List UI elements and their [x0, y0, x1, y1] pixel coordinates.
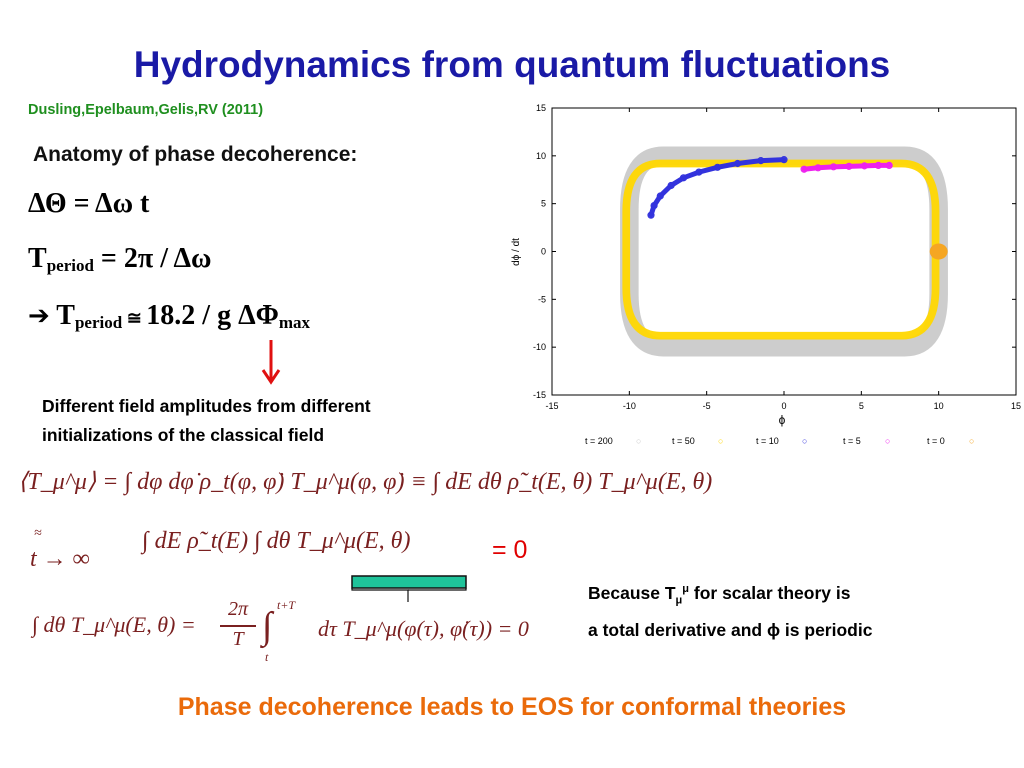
phase-space-chart: -15 -10 -5 0 5 10 15 -15 -10 -5 0 5 10 15 ϕ dϕ / dt	[511, 103, 1021, 427]
chart-marks	[620, 146, 948, 357]
y-tick-label: -15	[533, 390, 546, 400]
series-t10-point	[650, 201, 658, 210]
because-text-b: for scalar theory is	[689, 582, 851, 603]
legend-label-t50: t = 50	[672, 436, 695, 446]
series-t5-point	[860, 162, 869, 170]
fraction-numerator: 2π	[227, 598, 249, 620]
legend-marker-t0-icon: ○	[969, 436, 975, 446]
y-tick-label: -5	[538, 294, 546, 304]
series-t5-point	[800, 165, 808, 173]
x-axis-label: ϕ	[779, 413, 786, 427]
citation: Dusling,Epelbaum,Gelis,RV (2011)	[28, 102, 264, 118]
eq3-sub: period	[74, 313, 123, 332]
field-amplitudes-note: Different field amplitudes from differen…	[42, 392, 502, 450]
formula-energy-average: ∫ dE ρ̃_t(E) ∫ dθ T_μ^μ(E, θ)	[142, 528, 411, 554]
integral-upper-limit: t+T	[277, 598, 296, 612]
fraction-denominator: T	[232, 628, 244, 650]
down-arrow-icon	[261, 340, 281, 385]
eq3-approx: ≅	[122, 308, 147, 328]
equals-zero-label: = 0	[492, 536, 528, 564]
equation-period: Tperiod = 2π / Δω	[28, 243, 211, 276]
series-t50-loop	[622, 159, 940, 340]
x-tick-label: 15	[1011, 401, 1021, 411]
series-t10-point	[656, 192, 664, 200]
formula-period-integral-right: dτ T_μ^μ(φ(τ), φ̇(τ)) = 0	[318, 616, 529, 641]
y-tick-label: 0	[541, 247, 546, 257]
eq2-lhs: T	[28, 243, 47, 274]
series-t10-point	[757, 157, 765, 165]
eq3-lhs: T	[49, 300, 75, 331]
chart-axes: -15 -10 -5 0 5 10 15 -15 -10 -5 0 5 10 15	[533, 103, 1021, 411]
eq3-rhs: 18.2 / g ΔΦ	[146, 300, 279, 331]
series-t10-point	[647, 211, 655, 219]
legend-marker-t200-icon: ○	[636, 436, 642, 446]
series-t5-point	[814, 164, 822, 172]
formula-period-integral-left: ∫ dθ T_μ^μ(E, θ) =	[32, 612, 196, 637]
eq3-rhs-sub: max	[278, 313, 311, 332]
legend-marker-t5-icon: ○	[885, 436, 891, 446]
implies-arrow-icon: ➔	[28, 301, 50, 331]
y-axis-label: dϕ / dt	[511, 238, 522, 266]
series-t10-point	[734, 159, 742, 168]
legend-marker-t10-icon: ○	[802, 436, 808, 446]
because-sub: μ	[675, 594, 683, 607]
underbrace-bracket-icon	[351, 575, 467, 602]
legend-label-t200: t = 200	[585, 436, 613, 446]
y-tick-label: -10	[533, 342, 546, 352]
series-t0-blob	[929, 243, 948, 260]
anatomy-heading: Anatomy of phase decoherence:	[33, 143, 358, 166]
legend-marker-t50-icon: ○	[718, 436, 724, 446]
eq2-sub: period	[46, 256, 94, 275]
equation-phase-shift: ΔΘ = Δω t	[28, 188, 150, 219]
series-t10-point	[679, 174, 688, 182]
series-t5-point	[845, 162, 853, 170]
conclusion-footer: Phase decoherence leads to EOS for confo…	[177, 693, 847, 721]
eq2-rhs: = 2π / Δω	[93, 243, 212, 274]
series-t5-point	[874, 161, 882, 170]
y-tick-label: 10	[536, 151, 546, 161]
equation-period-estimate: ➔ Tperiod ≅ 18.2 / g ΔΦmax	[28, 300, 310, 333]
integral-sign-icon: ∫	[262, 605, 273, 647]
series-t10-arc	[648, 157, 787, 218]
x-tick-label: -15	[545, 401, 558, 411]
note-line-1: Different field amplitudes from differen…	[42, 396, 371, 416]
series-t10-point	[695, 168, 703, 176]
y-tick-label: 5	[541, 199, 546, 209]
chart-legend: t = 200 ○ t = 50 ○ t = 10 ○ t = 5 ○ t = …	[585, 436, 1005, 450]
series-t5-arc	[801, 162, 892, 172]
x-tick-label: -10	[623, 401, 636, 411]
series-t5-point	[885, 161, 893, 170]
note-line-2: initializations of the classical field	[42, 425, 325, 445]
x-tick-label: 5	[859, 401, 864, 411]
slide-title: Hydrodynamics from quantum fluctuations	[133, 44, 891, 85]
series-t5-point	[829, 163, 838, 171]
series-t10-point	[667, 181, 675, 190]
fraction-bar	[220, 625, 256, 627]
x-tick-label: -5	[703, 401, 711, 411]
formula-trace-average: ⟨T_μ^μ⟩ = ∫ dφ dφ̇ ρ_t(φ, φ̇) T_μ^μ(φ, φ…	[18, 469, 713, 495]
series-t10-point	[713, 163, 722, 171]
y-tick-label: 15	[536, 103, 546, 113]
legend-label-t10: t = 10	[756, 436, 779, 446]
because-note: Because Tμμ for scalar theory is a total…	[588, 574, 872, 645]
because-sup: μ	[682, 583, 690, 595]
limit-approx-symbol: ≈	[34, 526, 42, 541]
limit-t-infinity: t → ∞	[30, 546, 90, 572]
x-tick-label: 10	[934, 401, 944, 411]
legend-label-t5: t = 5	[843, 436, 861, 446]
series-t10-point	[780, 156, 788, 164]
x-tick-label: 0	[781, 401, 786, 411]
because-line-2: a total derivative and ϕ is periodic	[588, 620, 873, 641]
because-text-a: Because T	[588, 582, 676, 603]
integral-lower-limit: t	[265, 650, 269, 664]
legend-label-t0: t = 0	[927, 436, 945, 446]
because-line-1: Because Tμμ for scalar theory is	[588, 574, 872, 615]
